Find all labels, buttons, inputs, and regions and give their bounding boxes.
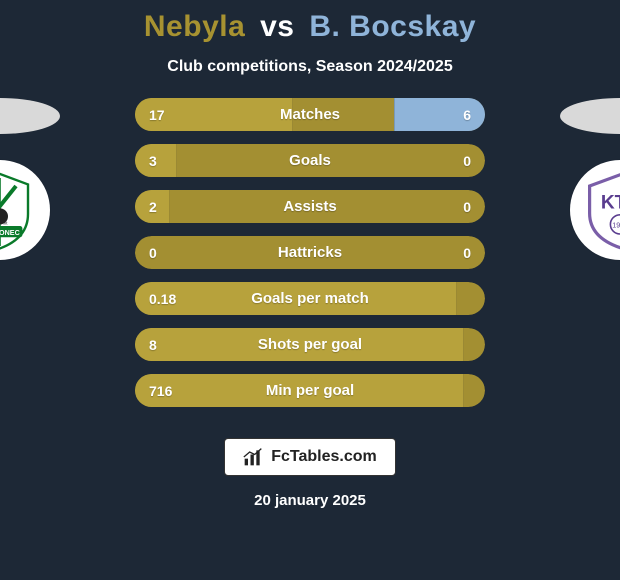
stat-row-left-fill	[135, 328, 464, 361]
stat-row: Assists20	[135, 190, 485, 223]
date-text: 20 january 2025	[254, 492, 366, 509]
club-badge-icon: JABLONEC Baumit	[0, 170, 40, 250]
mid-area: JABLONEC Baumit KTE 1911 Matches176 Goals…	[0, 98, 620, 580]
fctables-text: FcTables.com	[271, 448, 377, 466]
stat-row-bg	[135, 190, 485, 223]
stat-row-left-fill	[135, 374, 464, 407]
stat-row: Shots per goal8	[135, 328, 485, 361]
stat-bars: Matches176 Goals30 Assists20 Hattricks00 Goa…	[135, 98, 485, 407]
bars-area: JABLONEC Baumit KTE 1911 Matches176 Goals…	[0, 98, 620, 426]
stat-row-bg	[135, 236, 485, 269]
stat-row: Matches176	[135, 98, 485, 131]
content-root: Nebyla vs B. Bocskay Club competitions, …	[0, 0, 620, 580]
stat-row-left-fill	[135, 144, 177, 177]
stat-row: Hattricks00	[135, 236, 485, 269]
stat-row-bg	[135, 144, 485, 177]
svg-text:1911: 1911	[612, 221, 620, 230]
stat-row-left-fill	[135, 98, 293, 131]
right-club-badge: KTE 1911	[570, 160, 620, 260]
left-club-badge: JABLONEC Baumit	[0, 160, 50, 260]
page-title: Nebyla vs B. Bocskay	[144, 10, 476, 44]
club-badge-icon: KTE 1911	[580, 170, 620, 250]
right-oval	[560, 98, 620, 134]
svg-text:Baumit: Baumit	[0, 220, 8, 226]
stat-row-left-fill	[135, 190, 170, 223]
bar-chart-icon	[243, 447, 263, 467]
stat-row-right-fill	[394, 98, 485, 131]
stat-row: Min per goal716	[135, 374, 485, 407]
stat-row: Goals30	[135, 144, 485, 177]
left-oval	[0, 98, 60, 134]
stat-row-left-fill	[135, 282, 457, 315]
title-player1: Nebyla	[144, 10, 245, 43]
svg-text:KTE: KTE	[601, 192, 620, 213]
subtitle: Club competitions, Season 2024/2025	[167, 58, 452, 76]
svg-text:JABLONEC: JABLONEC	[0, 228, 20, 237]
stat-row: Goals per match0.18	[135, 282, 485, 315]
fctables-badge: FcTables.com	[224, 438, 396, 476]
title-vs: vs	[260, 10, 294, 43]
title-player2: B. Bocskay	[309, 10, 476, 43]
